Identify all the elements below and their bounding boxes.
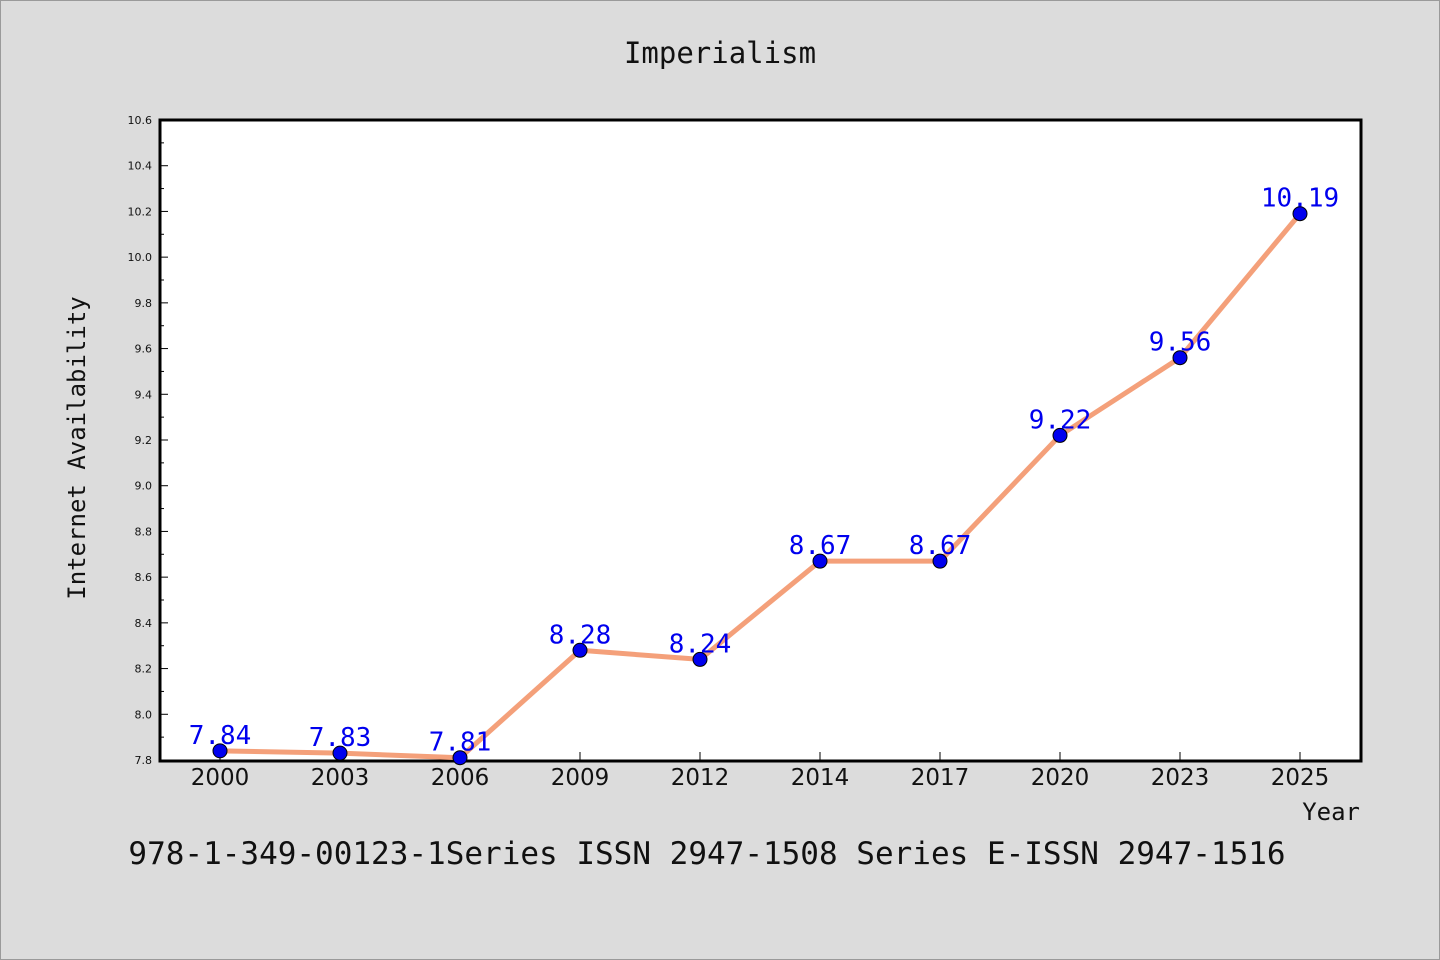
x-axis-ticks: 2000 2003 2006 2009 2012 2014 2017 2020 2023 2025 — [191, 752, 1330, 791]
y-tick-label: 10.6 — [128, 114, 153, 127]
data-label: 8.24 — [669, 629, 732, 659]
x-tick-label: 2012 — [671, 765, 730, 791]
data-point — [1172, 350, 1188, 366]
data-point — [692, 651, 708, 667]
y-tick-label: 10.0 — [128, 251, 153, 264]
data-point — [1052, 427, 1068, 443]
x-axis-label: Year — [1302, 798, 1360, 826]
y-tick-label: 8.4 — [135, 617, 153, 630]
data-labels: 7.84 7.83 7.81 8.28 8.24 8.67 8.67 9.22 9.56 10.1… — [189, 184, 1339, 758]
data-label: 10.19 — [1261, 184, 1339, 214]
y-tick-label: 9.4 — [135, 388, 153, 401]
chart-title: Imperialism — [624, 36, 816, 70]
y-tick-label: 8.8 — [135, 525, 153, 538]
y-tick-label: 8.6 — [135, 571, 153, 584]
y-tick-label: 9.0 — [135, 480, 153, 493]
data-point — [452, 750, 468, 766]
y-axis-ticks: 7.8 8.0 8.2 8.4 8.6 8.8 9.0 9.2 9.4 9.6 9.8 10.0 10.… — [128, 114, 168, 767]
data-label: 7.83 — [309, 723, 372, 753]
x-tick-label: 2025 — [1271, 765, 1330, 791]
data-point — [932, 553, 948, 569]
data-label: 8.67 — [789, 531, 852, 561]
data-label: 7.81 — [429, 728, 492, 758]
x-tick-label: 2014 — [791, 765, 850, 791]
x-tick-label: 2023 — [1151, 765, 1210, 791]
y-tick-label: 10.2 — [128, 205, 153, 218]
y-tick-label: 9.6 — [135, 343, 153, 356]
y-tick-label: 8.2 — [135, 663, 153, 676]
series-line — [217, 211, 1303, 761]
x-tick-label: 2000 — [191, 765, 250, 791]
y-axis-label: Internet Availability — [63, 296, 91, 599]
data-point — [332, 745, 348, 761]
data-label: 7.84 — [189, 721, 252, 751]
data-point — [1292, 206, 1308, 222]
data-label: 8.28 — [549, 620, 612, 650]
isbn-footer: 978-1-349-00123-1Series ISSN 2947-1508 S… — [128, 836, 1285, 872]
data-point — [212, 743, 228, 759]
data-label: 8.67 — [909, 531, 972, 561]
x-tick-label: 2003 — [311, 765, 370, 791]
x-tick-label: 2009 — [551, 765, 610, 791]
y-tick-label: 9.8 — [135, 297, 153, 310]
y-tick-label: 8.0 — [135, 708, 153, 721]
data-label: 9.22 — [1029, 405, 1092, 435]
data-label: 9.56 — [1149, 328, 1212, 358]
data-point — [572, 642, 588, 658]
y-tick-label: 7.8 — [135, 754, 153, 767]
y-tick-label: 9.2 — [135, 434, 153, 447]
x-tick-label: 2017 — [911, 765, 970, 791]
data-markers — [212, 206, 1308, 766]
x-tick-label: 2006 — [431, 765, 490, 791]
plot-area — [158, 118, 1363, 763]
x-tick-label: 2020 — [1031, 765, 1090, 791]
y-tick-label: 10.4 — [128, 160, 153, 173]
data-point — [812, 553, 828, 569]
